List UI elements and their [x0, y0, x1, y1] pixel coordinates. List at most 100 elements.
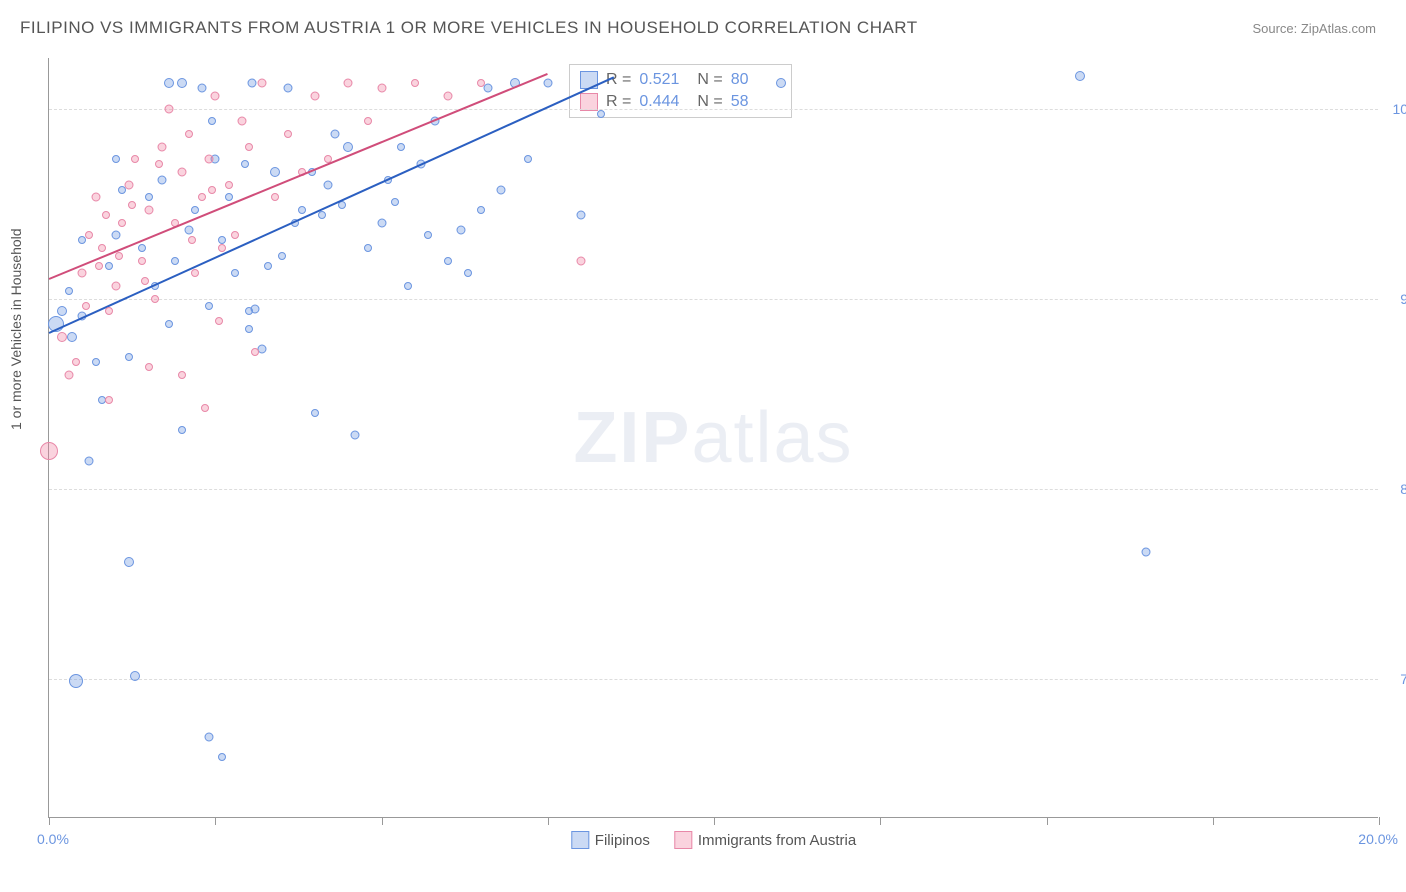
- data-point: [125, 353, 133, 361]
- data-point: [40, 442, 58, 460]
- data-point: [284, 130, 292, 138]
- data-point: [241, 160, 249, 168]
- data-point: [65, 287, 73, 295]
- data-point: [204, 155, 213, 164]
- data-point: [497, 185, 506, 194]
- chart-title: FILIPINO VS IMMIGRANTS FROM AUSTRIA 1 OR…: [20, 18, 918, 38]
- x-tick: [215, 817, 216, 825]
- legend-label: Immigrants from Austria: [698, 832, 856, 849]
- data-point: [85, 231, 93, 239]
- legend-item-filipinos: Filipinos: [571, 831, 650, 849]
- data-point: [270, 167, 280, 177]
- data-point: [118, 219, 126, 227]
- data-point: [111, 282, 120, 291]
- data-point: [237, 117, 246, 126]
- data-point: [78, 269, 87, 278]
- data-point: [72, 358, 80, 366]
- data-point: [158, 142, 167, 151]
- data-point: [524, 155, 532, 163]
- data-point: [141, 277, 149, 285]
- data-point: [98, 244, 106, 252]
- data-point: [324, 180, 333, 189]
- data-point: [178, 168, 187, 177]
- data-point: [112, 155, 120, 163]
- data-point: [318, 211, 326, 219]
- data-point: [144, 206, 153, 215]
- gridline: [49, 489, 1378, 490]
- trend-line: [49, 73, 549, 280]
- data-point: [364, 117, 372, 125]
- data-point: [151, 295, 159, 303]
- data-point: [102, 211, 110, 219]
- data-point: [95, 262, 103, 270]
- y-tick-label: 85.0%: [1400, 481, 1406, 497]
- data-point: [577, 256, 586, 265]
- data-point: [543, 79, 552, 88]
- source-label: Source: ZipAtlas.com: [1252, 21, 1376, 36]
- data-point: [57, 306, 67, 316]
- data-point: [577, 211, 586, 220]
- legend-item-austria: Immigrants from Austria: [674, 831, 856, 849]
- data-point: [145, 193, 153, 201]
- data-point: [124, 557, 134, 567]
- data-point: [115, 252, 123, 260]
- x-tick: [880, 817, 881, 825]
- data-point: [145, 363, 153, 371]
- data-point: [211, 92, 220, 101]
- data-point: [82, 302, 90, 310]
- stat-n-value: 80: [731, 71, 781, 89]
- swatch-icon: [571, 831, 589, 849]
- data-point: [377, 84, 386, 93]
- data-point: [171, 257, 179, 265]
- data-point: [424, 231, 432, 239]
- data-point: [105, 262, 113, 270]
- data-point: [264, 262, 272, 270]
- data-point: [191, 269, 199, 277]
- data-point: [105, 307, 113, 315]
- data-point: [218, 244, 226, 252]
- data-point: [57, 332, 67, 342]
- data-point: [247, 79, 256, 88]
- data-point: [105, 396, 113, 404]
- data-point: [91, 193, 100, 202]
- data-point: [130, 671, 140, 681]
- data-point: [164, 78, 174, 88]
- y-tick-label: 92.5%: [1400, 291, 1406, 307]
- legend-label: Filipinos: [595, 832, 650, 849]
- gridline: [49, 109, 1378, 110]
- data-point: [231, 269, 239, 277]
- data-point: [444, 257, 452, 265]
- data-point: [215, 317, 223, 325]
- data-point: [198, 193, 206, 201]
- data-point: [257, 79, 266, 88]
- data-point: [178, 371, 186, 379]
- data-point: [350, 431, 359, 440]
- x-tick: [1047, 817, 1048, 825]
- data-point: [155, 160, 163, 168]
- data-point: [197, 84, 206, 93]
- x-tick: [714, 817, 715, 825]
- y-axis-label: 1 or more Vehicles in Household: [8, 228, 24, 430]
- x-tick: [382, 817, 383, 825]
- data-point: [208, 186, 216, 194]
- data-point: [477, 206, 485, 214]
- x-tick: [49, 817, 50, 825]
- data-point: [225, 193, 233, 201]
- data-point: [251, 348, 259, 356]
- y-tick-label: 77.5%: [1400, 671, 1406, 687]
- data-point: [191, 206, 199, 214]
- data-point: [597, 110, 605, 118]
- x-tick: [548, 817, 549, 825]
- data-point: [208, 117, 216, 125]
- data-point: [92, 358, 100, 366]
- data-point: [177, 78, 187, 88]
- data-point: [344, 79, 353, 88]
- data-point: [138, 244, 146, 252]
- watermark: ZIPatlas: [573, 397, 853, 479]
- scatter-chart: ZIPatlas R =0.521N =80R =0.444N =58 Fili…: [48, 58, 1378, 818]
- data-point: [364, 244, 372, 252]
- data-point: [251, 304, 260, 313]
- data-point: [298, 206, 306, 214]
- data-point: [311, 92, 320, 101]
- data-point: [477, 79, 485, 87]
